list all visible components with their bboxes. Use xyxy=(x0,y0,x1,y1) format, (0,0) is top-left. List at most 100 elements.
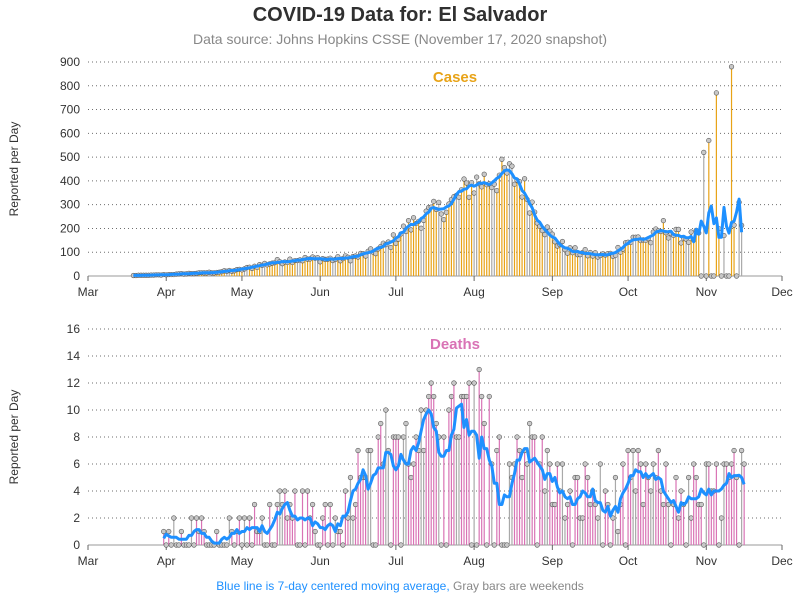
deaths-point xyxy=(723,461,730,467)
deaths-point xyxy=(272,542,278,548)
deaths-point xyxy=(320,515,326,521)
cases-point xyxy=(665,235,672,241)
deaths-point xyxy=(373,542,379,548)
deaths-point xyxy=(231,542,237,548)
y-tick-label: 14 xyxy=(67,349,81,363)
deaths-point xyxy=(277,488,283,494)
deaths-point xyxy=(602,488,608,494)
deaths-point xyxy=(567,488,573,494)
deaths-series-label: Deaths xyxy=(430,336,480,353)
deaths-point xyxy=(448,393,455,400)
weekend-note: Gray bars are weekends xyxy=(453,579,584,593)
cases-point xyxy=(675,226,682,232)
deaths-point xyxy=(544,447,550,454)
deaths-point xyxy=(491,542,497,548)
deaths-point xyxy=(622,542,629,548)
y-tick-label: 0 xyxy=(73,269,80,283)
y-axis-label: Reported per Day xyxy=(7,390,21,485)
chart-footer: Blue line is 7-day centered moving avera… xyxy=(0,579,800,593)
deaths-point xyxy=(337,528,343,535)
cases-point xyxy=(678,240,684,246)
deaths-point xyxy=(542,488,548,494)
deaths-point xyxy=(686,474,692,481)
y-tick-label: 2 xyxy=(73,511,80,525)
cases-point xyxy=(400,223,407,229)
deaths-point xyxy=(292,488,298,494)
deaths-point xyxy=(413,434,419,440)
deaths-point xyxy=(312,528,318,535)
deaths-point xyxy=(378,420,384,427)
y-tick-label: 16 xyxy=(67,322,81,336)
cases-point xyxy=(466,194,472,200)
deaths-point xyxy=(479,393,485,400)
deaths-point xyxy=(663,461,669,467)
x-tick-label: Dec xyxy=(771,554,792,568)
deaths-point xyxy=(718,515,725,521)
deaths-point xyxy=(638,461,644,467)
deaths-point xyxy=(633,488,639,494)
x-tick-label: Apr xyxy=(157,285,176,299)
cases-point xyxy=(686,239,692,245)
deaths-point xyxy=(650,461,656,467)
x-tick-label: Nov xyxy=(696,285,717,299)
deaths-point xyxy=(620,461,626,467)
deaths-point xyxy=(463,393,470,400)
deaths-point xyxy=(625,447,631,454)
cases-point xyxy=(648,240,654,246)
deaths-point xyxy=(302,542,308,548)
deaths-point xyxy=(474,542,480,548)
deaths-point xyxy=(643,461,649,467)
x-tick-label: May xyxy=(231,554,254,568)
deaths-point xyxy=(355,447,361,454)
deaths-point xyxy=(188,515,195,521)
deaths-point xyxy=(236,515,243,521)
deaths-point xyxy=(640,501,646,508)
deaths-point xyxy=(297,542,303,548)
deaths-point xyxy=(226,515,232,521)
deaths-point xyxy=(693,474,699,481)
deaths-point xyxy=(574,474,581,481)
deaths-point xyxy=(552,501,558,508)
x-tick-label: Jul xyxy=(388,285,403,299)
deaths-point xyxy=(375,434,381,440)
x-tick-label: Oct xyxy=(619,554,638,568)
deaths-point xyxy=(395,434,402,440)
deaths-point xyxy=(299,488,306,494)
deaths-point xyxy=(691,461,697,467)
deaths-point xyxy=(660,501,666,508)
cases-point xyxy=(431,198,437,204)
cases-point xyxy=(410,215,417,221)
cases-point xyxy=(388,244,394,251)
x-tick-label: Sep xyxy=(542,554,564,568)
deaths-point xyxy=(665,501,672,508)
deaths-point xyxy=(741,461,747,467)
deaths-point xyxy=(446,407,452,413)
deaths-point xyxy=(716,542,722,548)
y-tick-label: 8 xyxy=(73,430,80,444)
deaths-point xyxy=(347,474,354,481)
deaths-point xyxy=(506,461,513,467)
deaths-point xyxy=(340,542,346,548)
cases-point xyxy=(390,232,396,238)
deaths-point xyxy=(274,501,280,508)
cases-point xyxy=(706,137,712,144)
deaths-point xyxy=(178,528,184,535)
cases-point xyxy=(481,171,487,177)
y-tick-label: 0 xyxy=(73,538,80,552)
x-tick-label: Mar xyxy=(78,285,99,299)
x-tick-label: Sep xyxy=(542,285,564,299)
x-tick-label: Dec xyxy=(771,285,792,299)
deaths-point xyxy=(267,501,273,508)
deaths-point xyxy=(739,447,745,454)
deaths-point xyxy=(246,515,253,521)
deaths-point xyxy=(428,380,434,386)
cases-point xyxy=(713,90,719,96)
x-tick-label: May xyxy=(231,285,254,299)
deaths-point xyxy=(655,447,661,454)
deaths-point xyxy=(496,434,502,440)
y-axis-label: Reported per Day xyxy=(7,122,21,217)
deaths-point xyxy=(443,542,449,548)
deaths-point xyxy=(701,542,707,548)
deaths-moving-average-line xyxy=(162,402,746,545)
